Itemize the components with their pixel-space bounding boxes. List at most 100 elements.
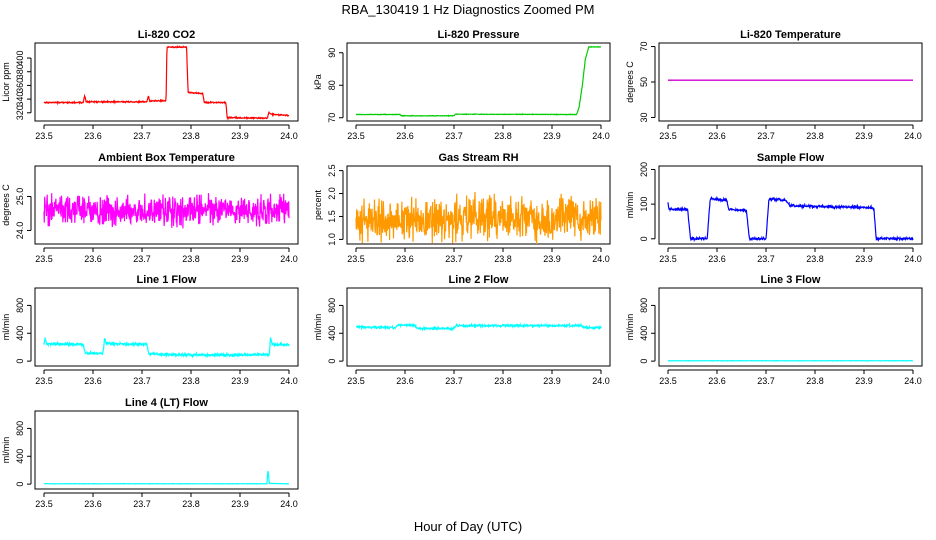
panel-title: Line 2 Flow [449, 274, 509, 286]
y-axis-label: ml/min [1, 314, 11, 341]
data-series-line [355, 191, 602, 245]
x-tick-label: 23.5 [347, 254, 365, 264]
y-tick-label: 400 [15, 449, 25, 464]
x-tick-label: 23.8 [182, 499, 200, 509]
y-tick-label: 360 [15, 78, 25, 93]
panel-title: Line 3 Flow [761, 274, 821, 286]
y-axis-label: ml/min [625, 192, 635, 219]
x-tick-label: 23.9 [543, 376, 561, 386]
x-tick-label: 23.6 [396, 131, 414, 141]
x-tick-label: 24.0 [280, 254, 298, 264]
panel-gas-stream-rh: Gas Stream RH 23.5 23.6 23.7 23.8 23.9 24.0 1.0… [313, 152, 611, 264]
panel-sample-flow: Sample Flow 23.5 23.6 23.7 23.8 23.9 24.0 0 100 2… [625, 152, 923, 264]
y-tick-label: 400 [639, 326, 649, 341]
x-tick-label: 23.9 [231, 499, 249, 509]
y-axis-label: Licor ppm [1, 62, 11, 102]
figure-title: RBA_130419 1 Hz Diagnostics Zoomed PM [342, 2, 595, 17]
x-tick-label: 23.8 [806, 131, 824, 141]
panel-title: Li-820 Pressure [438, 29, 520, 41]
y-axis: 70 80 90 [327, 48, 344, 123]
x-tick-label: 23.8 [494, 131, 512, 141]
x-axis: 23.5 23.6 23.7 23.8 23.9 24.0 [35, 492, 298, 509]
y-tick-label: 400 [15, 326, 25, 341]
x-tick-label: 24.0 [904, 131, 922, 141]
x-tick-label: 23.5 [35, 499, 53, 509]
y-tick-label: 400 [327, 326, 337, 341]
y-axis-label: degrees C [1, 184, 11, 226]
y-axis: 0 400 800 [15, 421, 32, 487]
x-axis: 23.5 23.6 23.7 23.8 23.9 24.0 [659, 124, 922, 141]
y-tick-label: 340 [15, 92, 25, 107]
y-tick-label: 24.0 [15, 222, 25, 240]
x-tick-label: 24.0 [592, 376, 610, 386]
x-tick-label: 23.5 [35, 376, 53, 386]
x-tick-label: 23.7 [757, 254, 775, 264]
y-tick-label: 320 [15, 105, 25, 120]
x-tick-label: 23.7 [757, 376, 775, 386]
x-tick-label: 23.5 [659, 254, 677, 264]
y-axis: 24.0 25.0 [15, 188, 32, 240]
data-series-line [667, 195, 914, 243]
x-tick-label: 23.7 [133, 254, 151, 264]
x-axis: 23.5 23.6 23.7 23.8 23.9 24.0 [659, 369, 922, 386]
panel-title: Li-820 Temperature [740, 29, 841, 41]
x-tick-label: 23.6 [84, 131, 102, 141]
x-tick-label: 23.6 [396, 376, 414, 386]
x-tick-label: 23.5 [659, 376, 677, 386]
x-tick-label: 23.5 [659, 131, 677, 141]
y-axis: 0 400 800 [639, 298, 656, 364]
y-tick-label: 25.0 [15, 188, 25, 206]
x-tick-label: 23.6 [708, 131, 726, 141]
x-tick-label: 23.9 [231, 131, 249, 141]
plot-frame [34, 42, 299, 122]
x-tick-label: 24.0 [280, 499, 298, 509]
x-tick-label: 23.8 [806, 376, 824, 386]
panel-line-4-lt-flow: Line 4 (LT) Flow 23.5 23.6 23.7 23.8 23.9 24.0… [1, 397, 299, 509]
panel-title: Sample Flow [757, 152, 825, 164]
plot-frame [34, 165, 299, 245]
y-axis: 0 400 800 [327, 298, 344, 364]
x-tick-label: 23.6 [708, 254, 726, 264]
data-series-line [43, 337, 290, 359]
y-tick-label: 50 [639, 77, 649, 87]
y-tick-label: 80 [327, 80, 337, 90]
y-tick-label: 70 [639, 42, 649, 52]
x-tick-label: 23.5 [35, 254, 53, 264]
plot-frame [658, 42, 923, 122]
x-tick-label: 24.0 [280, 376, 298, 386]
y-tick-label: 1.0 [327, 233, 337, 246]
x-tick-label: 23.9 [543, 254, 561, 264]
data-series-line [355, 45, 601, 118]
y-axis-label: ml/min [625, 314, 635, 341]
panel-title: Ambient Box Temperature [98, 152, 235, 164]
y-tick-label: 2.5 [327, 164, 337, 177]
y-tick-label: 0 [15, 482, 25, 487]
x-axis: 23.5 23.6 23.7 23.8 23.9 24.0 [659, 247, 922, 264]
x-tick-label: 23.9 [855, 131, 873, 141]
x-axis: 23.5 23.6 23.7 23.8 23.9 24.0 [35, 124, 298, 141]
x-tick-label: 23.9 [543, 131, 561, 141]
x-axis: 23.5 23.6 23.7 23.8 23.9 24.0 [35, 369, 298, 386]
x-tick-label: 23.6 [396, 254, 414, 264]
panel-li820-pressure: Li-820 Pressure 23.5 23.6 23.7 23.8 23.9 24.0 7… [313, 29, 611, 141]
data-series-line [356, 322, 602, 332]
panel-line-2-flow: Line 2 Flow 23.5 23.6 23.7 23.8 23.9 24.0 0 400 8… [313, 274, 611, 386]
plot-frame [34, 410, 299, 490]
x-tick-label: 23.7 [445, 376, 463, 386]
x-tick-label: 24.0 [592, 254, 610, 264]
y-tick-label: 90 [327, 48, 337, 58]
x-tick-label: 23.6 [708, 376, 726, 386]
y-axis-label: percent [313, 189, 323, 220]
x-tick-label: 23.9 [231, 254, 249, 264]
x-tick-label: 23.8 [182, 376, 200, 386]
x-tick-label: 23.6 [84, 376, 102, 386]
x-tick-label: 24.0 [592, 131, 610, 141]
x-tick-label: 23.8 [182, 254, 200, 264]
y-tick-label: 0 [15, 359, 25, 364]
x-tick-label: 23.5 [347, 131, 365, 141]
y-axis-label: degrees C [625, 61, 635, 103]
y-tick-label: 800 [327, 298, 337, 313]
y-tick-label: 0 [327, 359, 337, 364]
